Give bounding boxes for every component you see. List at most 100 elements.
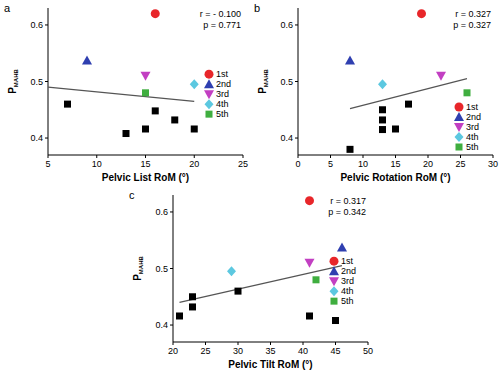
x-tick <box>96 155 97 158</box>
point <box>379 116 386 123</box>
x-tick <box>460 155 461 158</box>
point <box>189 303 196 310</box>
legend-label: 2nd <box>466 112 481 122</box>
x-tick-label: 5 <box>328 159 333 169</box>
legend-label: 5th <box>341 296 354 306</box>
x-tick-label: 10 <box>358 159 368 169</box>
y-tick-label: 0.6 <box>30 20 43 30</box>
annotation: r = 0.317 <box>330 196 366 206</box>
point <box>378 79 387 89</box>
point <box>64 101 71 108</box>
point <box>306 312 313 319</box>
point <box>176 312 183 319</box>
legend-label: 2nd <box>216 79 231 89</box>
point <box>189 293 196 300</box>
point <box>305 196 314 205</box>
legend-label: 4th <box>216 99 229 109</box>
y-tick <box>45 138 48 139</box>
point <box>235 288 242 295</box>
legend-marker <box>330 257 339 266</box>
legend-label: 1st <box>341 256 354 266</box>
legend-marker <box>330 286 339 296</box>
x-tick <box>173 342 174 345</box>
y-axis-label-subscript: MAHB <box>263 69 269 88</box>
y-tick <box>295 81 298 82</box>
y-tick-label: 0.5 <box>280 77 293 87</box>
legend-marker <box>204 90 214 99</box>
annotation: p = 0.327 <box>453 20 491 30</box>
x-tick <box>363 155 364 158</box>
figure: a 5 10 15 20 25 0.4 0.5 0.6 Pelvic List RoM (°) PM… <box>0 0 500 375</box>
x-tick-label: 25 <box>238 159 248 169</box>
legend-label: 4th <box>341 286 354 296</box>
x-axis-label: Pelvic Tilt RoM (°) <box>228 359 312 370</box>
legend: 1st2nd3rd4th5th <box>329 256 356 306</box>
point <box>436 72 446 81</box>
x-axis-label: Pelvic List RoM (°) <box>102 172 189 183</box>
x-tick <box>368 342 369 345</box>
point <box>379 106 386 113</box>
x-tick <box>205 342 206 345</box>
fit-line <box>48 87 194 101</box>
legend-marker <box>456 144 463 151</box>
x-tick <box>330 155 331 158</box>
plot-area <box>48 9 199 137</box>
y-tick-label: 0.5 <box>30 77 43 87</box>
point <box>313 276 320 283</box>
legend-marker <box>454 112 464 121</box>
point <box>337 243 347 252</box>
point <box>152 107 159 114</box>
point <box>142 125 149 132</box>
point <box>379 126 386 133</box>
point <box>151 9 160 18</box>
panel-label: b <box>254 2 260 14</box>
x-tick <box>298 155 299 158</box>
y-axis-label: PMAHB <box>132 256 144 281</box>
legend-label: 1st <box>466 102 479 112</box>
y-tick <box>170 268 173 269</box>
point <box>142 89 149 96</box>
point <box>347 146 354 153</box>
legend-marker <box>204 79 214 88</box>
panel: a5101520250.40.50.6Pelvic List RoM (°)PM… <box>4 2 248 183</box>
point <box>227 266 236 276</box>
x-tick <box>303 342 304 345</box>
x-tick <box>194 155 195 158</box>
y-tick <box>45 24 48 25</box>
point <box>345 56 355 65</box>
x-tick-label: 15 <box>140 159 150 169</box>
y-axis-label: PMAHB <box>257 69 269 94</box>
x-tick-label: 5 <box>45 159 50 169</box>
legend-marker <box>331 298 338 305</box>
x-tick-label: 35 <box>265 346 275 356</box>
plot-area <box>176 196 347 324</box>
fit-line <box>350 79 467 109</box>
x-tick-label: 45 <box>330 346 340 356</box>
panel: c202530354045500.40.50.6Pelvic Tilt RoM … <box>129 189 373 370</box>
y-tick <box>295 138 298 139</box>
x-tick-label: 25 <box>200 346 210 356</box>
point <box>141 72 151 81</box>
y-tick-label: 0.4 <box>280 133 293 143</box>
x-tick <box>238 342 239 345</box>
point <box>82 56 92 65</box>
fit-line <box>180 266 343 303</box>
x-tick-label: 25 <box>455 159 465 169</box>
x-tick-label: 20 <box>189 159 199 169</box>
point <box>417 9 426 18</box>
legend-marker <box>455 132 464 142</box>
panel-label: a <box>4 2 11 14</box>
legend-label: 5th <box>466 142 479 152</box>
y-tick-label: 0.6 <box>280 20 293 30</box>
x-tick-label: 20 <box>423 159 433 169</box>
background <box>0 0 500 375</box>
legend-label: 3rd <box>341 276 354 286</box>
y-tick-label: 0.4 <box>155 320 168 330</box>
y-tick <box>295 24 298 25</box>
x-tick <box>335 342 336 345</box>
legend-label: 5th <box>216 109 229 119</box>
x-tick-label: 40 <box>298 346 308 356</box>
y-tick-label: 0.5 <box>155 264 168 274</box>
x-tick <box>243 155 244 158</box>
legend: 1st2nd3rd4th5th <box>204 69 231 119</box>
